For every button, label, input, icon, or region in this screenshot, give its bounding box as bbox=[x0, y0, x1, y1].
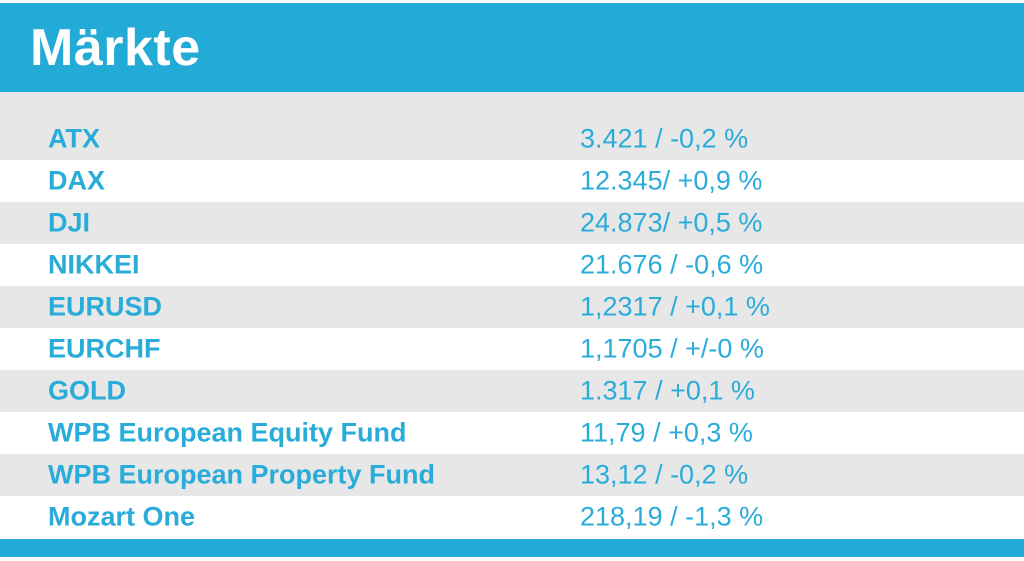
header-bar: Märkte bbox=[0, 3, 1024, 92]
table-rows: ATX 3.421 / -0,2 % DAX 12.345/ +0,9 % DJI 24.… bbox=[0, 118, 1024, 538]
table-row: WPB European Property Fund 13,12 / -0,2 % bbox=[0, 454, 1024, 496]
market-name: EURUSD bbox=[48, 291, 163, 322]
table-row: EURUSD 1,2317 / +0,1 % bbox=[0, 286, 1024, 328]
market-name: WPB European Property Fund bbox=[48, 459, 436, 490]
table-row: GOLD 1.317 / +0,1 % bbox=[0, 370, 1024, 412]
markets-table: ATX 3.421 / -0,2 % DAX 12.345/ +0,9 % DJI 24.… bbox=[0, 92, 1024, 538]
market-value: 1,2317 / +0,1 % bbox=[580, 291, 770, 322]
table-row: DJI 24.873/ +0,5 % bbox=[0, 202, 1024, 244]
market-name: WPB European Equity Fund bbox=[48, 417, 407, 448]
table-row: ATX 3.421 / -0,2 % bbox=[0, 118, 1024, 160]
market-value: 218,19 / -1,3 % bbox=[580, 501, 764, 532]
market-value: 3.421 / -0,2 % bbox=[580, 123, 749, 154]
market-value: 11,79 / +0,3 % bbox=[580, 417, 753, 448]
market-name: EURCHF bbox=[48, 333, 161, 364]
market-value: 13,12 / -0,2 % bbox=[580, 459, 749, 490]
market-name: DJI bbox=[48, 207, 91, 238]
market-name: DAX bbox=[48, 165, 106, 196]
table-row: NIKKEI 21.676 / -0,6 % bbox=[0, 244, 1024, 286]
market-value: 21.676 / -0,6 % bbox=[580, 249, 764, 280]
table-top-spacer bbox=[0, 92, 1024, 118]
table-row: Mozart One 218,19 / -1,3 % bbox=[0, 496, 1024, 538]
market-value: 1,1705 / +/-0 % bbox=[580, 333, 764, 364]
market-name: Mozart One bbox=[48, 501, 196, 532]
market-name: NIKKEI bbox=[48, 249, 140, 280]
market-value: 1.317 / +0,1 % bbox=[580, 375, 755, 406]
market-name: ATX bbox=[48, 123, 100, 154]
market-value: 24.873/ +0,5 % bbox=[580, 207, 763, 238]
market-value: 12.345/ +0,9 % bbox=[580, 165, 763, 196]
table-row: WPB European Equity Fund 11,79 / +0,3 % bbox=[0, 412, 1024, 454]
market-name: GOLD bbox=[48, 375, 126, 406]
page-title: Märkte bbox=[30, 18, 201, 77]
table-row: EURCHF 1,1705 / +/-0 % bbox=[0, 328, 1024, 370]
footer-bar bbox=[0, 539, 1024, 557]
table-row: DAX 12.345/ +0,9 % bbox=[0, 160, 1024, 202]
